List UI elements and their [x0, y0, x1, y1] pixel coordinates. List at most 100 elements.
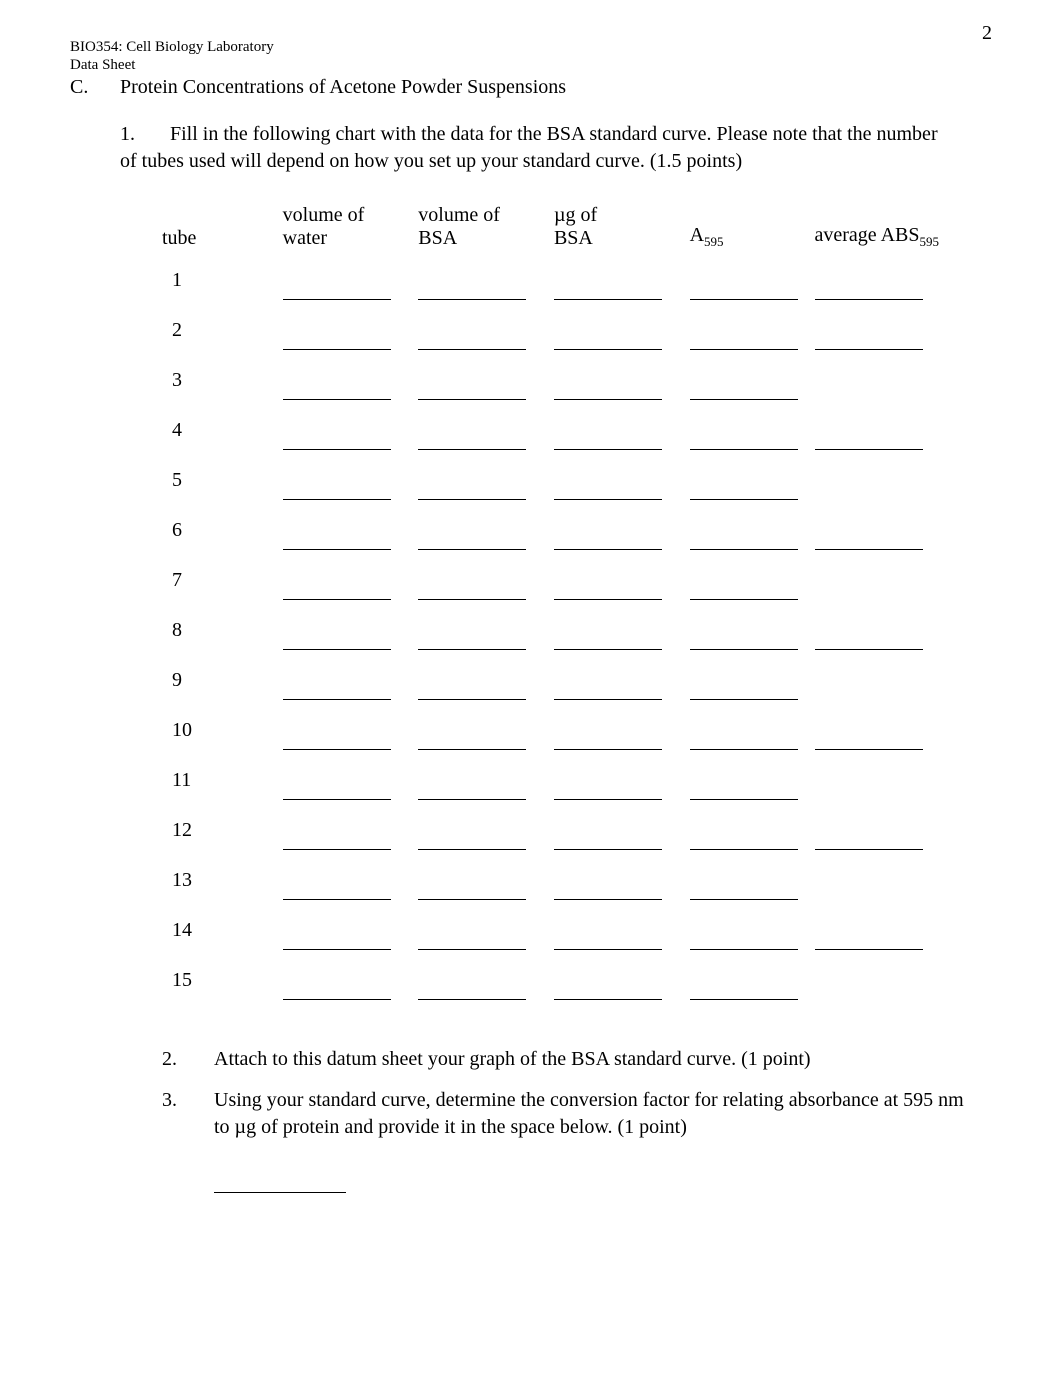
fill-blank[interactable] [283, 932, 391, 950]
avg-cell [815, 456, 953, 506]
fill-blank[interactable] [554, 882, 662, 900]
fill-blank[interactable] [690, 632, 798, 650]
fill-blank[interactable] [418, 432, 526, 450]
fill-blank[interactable] [690, 332, 798, 350]
fill-blank[interactable] [283, 582, 391, 600]
fill-blank[interactable] [418, 582, 526, 600]
fill-blank[interactable] [283, 882, 391, 900]
blank-cell [418, 256, 554, 306]
table-body: 123456789101112131415 [162, 256, 952, 1006]
fill-blank[interactable] [554, 682, 662, 700]
fill-blank[interactable] [418, 732, 526, 750]
blank-cell [418, 606, 554, 656]
blank-cell [283, 856, 419, 906]
fill-blank[interactable] [418, 982, 526, 1000]
avg-cell [815, 756, 953, 806]
fill-blank[interactable] [554, 482, 662, 500]
fill-blank[interactable] [554, 382, 662, 400]
fill-blank[interactable] [283, 732, 391, 750]
fill-blank[interactable] [690, 432, 798, 450]
fill-blank[interactable] [690, 832, 798, 850]
fill-blank[interactable] [554, 332, 662, 350]
blank-cell [418, 306, 554, 356]
fill-blank[interactable] [815, 732, 923, 750]
fill-blank[interactable] [690, 782, 798, 800]
fill-blank[interactable] [690, 382, 798, 400]
fill-blank[interactable] [554, 532, 662, 550]
fill-blank[interactable] [283, 632, 391, 650]
fill-blank[interactable] [690, 732, 798, 750]
fill-blank[interactable] [418, 832, 526, 850]
fill-blank[interactable] [815, 282, 923, 300]
tube-number: 12 [162, 806, 283, 856]
fill-blank[interactable] [283, 382, 391, 400]
tube-number: 3 [162, 356, 283, 406]
fill-blank[interactable] [283, 282, 391, 300]
fill-blank[interactable] [554, 432, 662, 450]
table-row: 5 [162, 456, 952, 506]
fill-blank[interactable] [418, 632, 526, 650]
fill-blank[interactable] [418, 482, 526, 500]
tube-number: 15 [162, 956, 283, 1006]
blank-cell [554, 406, 690, 456]
fill-blank[interactable] [690, 982, 798, 1000]
col-header-avg-sub: 595 [919, 234, 939, 249]
fill-blank[interactable] [418, 682, 526, 700]
avg-cell [815, 956, 953, 1006]
fill-blank[interactable] [690, 882, 798, 900]
fill-blank[interactable] [418, 532, 526, 550]
fill-blank[interactable] [554, 282, 662, 300]
fill-blank[interactable] [554, 932, 662, 950]
fill-blank[interactable] [815, 632, 923, 650]
fill-blank[interactable] [283, 682, 391, 700]
fill-blank[interactable] [690, 932, 798, 950]
fill-blank[interactable] [283, 532, 391, 550]
fill-blank[interactable] [690, 532, 798, 550]
fill-blank[interactable] [418, 882, 526, 900]
fill-blank[interactable] [815, 532, 923, 550]
q2-number: 2. [162, 1046, 214, 1073]
tube-number: 2 [162, 306, 283, 356]
col-header-vol-bsa: volume of BSA [418, 201, 554, 256]
section-title: Protein Concentrations of Acetone Powder… [120, 76, 992, 99]
fill-blank[interactable] [283, 432, 391, 450]
fill-blank[interactable] [283, 482, 391, 500]
fill-blank[interactable] [283, 982, 391, 1000]
fill-blank[interactable] [283, 332, 391, 350]
avg-cell [815, 906, 953, 956]
fill-blank[interactable] [690, 682, 798, 700]
fill-blank[interactable] [815, 932, 923, 950]
fill-blank[interactable] [690, 282, 798, 300]
fill-blank[interactable] [815, 832, 923, 850]
fill-blank[interactable] [418, 332, 526, 350]
fill-blank[interactable] [554, 632, 662, 650]
fill-blank[interactable] [418, 282, 526, 300]
blank-cell [283, 956, 419, 1006]
col-header-avg-abs: average ABS595 [815, 201, 953, 256]
fill-blank[interactable] [283, 782, 391, 800]
fill-blank[interactable] [418, 382, 526, 400]
fill-blank[interactable] [283, 832, 391, 850]
fill-blank[interactable] [815, 332, 923, 350]
tube-number: 1 [162, 256, 283, 306]
fill-blank[interactable] [418, 932, 526, 950]
fill-blank[interactable] [554, 732, 662, 750]
table-header-row: tube volume of water volume of BSA µg of… [162, 201, 952, 256]
fill-blank[interactable] [554, 582, 662, 600]
fill-blank[interactable] [554, 832, 662, 850]
tube-number: 9 [162, 656, 283, 706]
fill-blank[interactable] [690, 582, 798, 600]
page-number: 2 [982, 22, 992, 45]
fill-blank[interactable] [690, 482, 798, 500]
blank-cell [690, 706, 815, 756]
blank-cell [690, 806, 815, 856]
blank-line[interactable] [214, 1175, 346, 1193]
fill-blank[interactable] [418, 782, 526, 800]
fill-blank[interactable] [554, 782, 662, 800]
blank-cell [690, 606, 815, 656]
fill-blank[interactable] [554, 982, 662, 1000]
fill-blank[interactable] [815, 432, 923, 450]
col-header-vol-water-a: volume of [283, 204, 365, 226]
tube-number: 13 [162, 856, 283, 906]
table-row: 7 [162, 556, 952, 606]
